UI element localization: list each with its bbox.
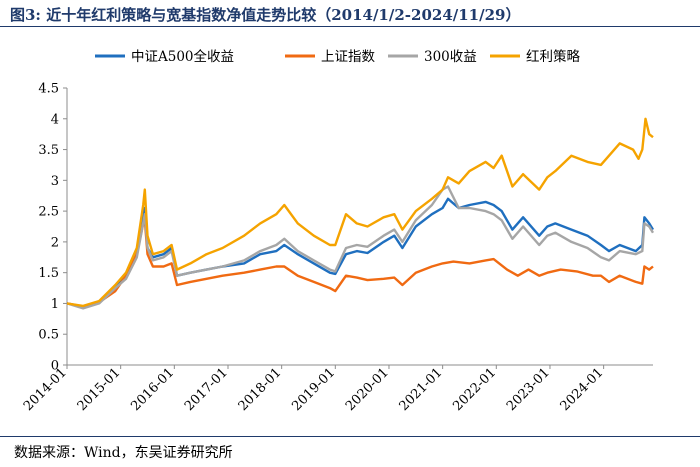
legend-label-2: 300收益 <box>424 49 477 65</box>
y-tick-label: 0.5 <box>38 328 59 343</box>
y-tick-label: 4 <box>51 112 59 127</box>
x-tick-label: 2014-01 <box>21 365 70 414</box>
source-note: 数据来源：Wind，东吴证券研究所 <box>14 445 233 461</box>
series-line-3 <box>66 117 654 308</box>
y-tick-label: 2.5 <box>38 205 59 220</box>
chart-title: 图3: 近十年红利策略与宽基指数净值走势比较（2014/1/2-2024/11/… <box>10 6 521 24</box>
legend-label-1: 上证指数 <box>321 49 375 65</box>
y-tick-label: 2 <box>51 235 59 250</box>
series-line-2 <box>66 185 655 310</box>
chart-area: 0 0.5 1 1.5 2 2.5 3 3.5 4 4.5 2014-01 2015-01 2016-0… <box>21 48 655 414</box>
x-tick-label: 2018-01 <box>236 365 285 414</box>
x-tick-label: 2017-01 <box>182 365 231 414</box>
x-tick-label: 2023-01 <box>504 365 553 414</box>
legend-label-3: 红利策略 <box>526 48 580 65</box>
y-tick-label: 1.5 <box>38 266 59 281</box>
x-tick-label: 2019-01 <box>289 365 338 414</box>
source-divider <box>0 436 700 437</box>
x-tick-label: 2022-01 <box>450 365 499 414</box>
y-tick-label: 3 <box>51 174 59 189</box>
series-line-1 <box>66 219 654 308</box>
legend-label-0: 中证A500全收益 <box>131 48 234 65</box>
y-tick-label: 1 <box>51 297 59 312</box>
x-tick-label: 2024-01 <box>558 365 607 414</box>
y-tick-label: 0 <box>51 359 59 374</box>
x-tick-label: 2021-01 <box>397 365 446 414</box>
x-tick-label: 2020-01 <box>343 365 392 414</box>
y-tick-label: 4.5 <box>38 82 59 97</box>
title-bar: 图3: 近十年红利策略与宽基指数净值走势比较（2014/1/2-2024/11/… <box>0 0 700 27</box>
x-tick-label: 2015-01 <box>75 365 124 414</box>
x-tick-label: 2016-01 <box>128 365 177 414</box>
y-tick-label: 3.5 <box>38 143 59 158</box>
